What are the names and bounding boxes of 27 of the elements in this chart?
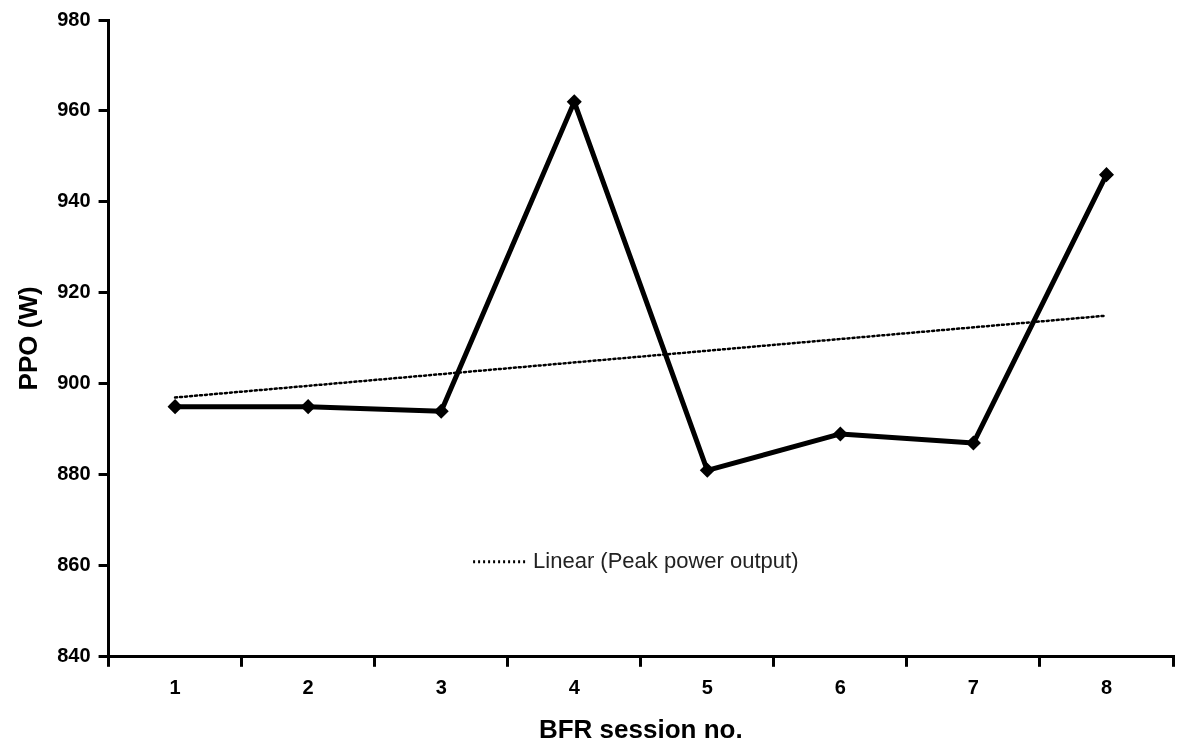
x-axis-title: BFR session no. xyxy=(538,713,743,744)
y-tick-label: 940 xyxy=(57,189,91,212)
y-tick-label: 840 xyxy=(57,644,91,667)
x-tick-label: 1 xyxy=(169,676,181,699)
y-tick-label: 980 xyxy=(57,7,91,30)
point xyxy=(301,400,315,414)
point xyxy=(700,463,714,477)
x-tick-label: 2 xyxy=(302,676,314,699)
point xyxy=(567,95,581,109)
point xyxy=(434,404,448,418)
point xyxy=(168,400,182,414)
y-axis-title: PPO (W) xyxy=(12,286,43,391)
y-tick-label: 900 xyxy=(57,371,91,394)
point xyxy=(833,427,847,441)
x-tick-label: 6 xyxy=(834,676,846,699)
x-tick-label: 8 xyxy=(1100,676,1113,699)
x-tick-label: 7 xyxy=(967,676,979,699)
x-tick-label: 5 xyxy=(701,676,713,699)
x-tick-label: 4 xyxy=(568,676,581,699)
y-tick-label: 920 xyxy=(57,280,91,303)
y-tick-label: 860 xyxy=(57,553,91,576)
point xyxy=(966,436,980,450)
x-tick-label: 3 xyxy=(435,676,447,699)
y-tick-label: 880 xyxy=(57,462,91,485)
point xyxy=(1099,168,1113,182)
legend-label: Linear (Peak power output) xyxy=(533,547,799,573)
y-tick-label: 960 xyxy=(57,98,91,121)
